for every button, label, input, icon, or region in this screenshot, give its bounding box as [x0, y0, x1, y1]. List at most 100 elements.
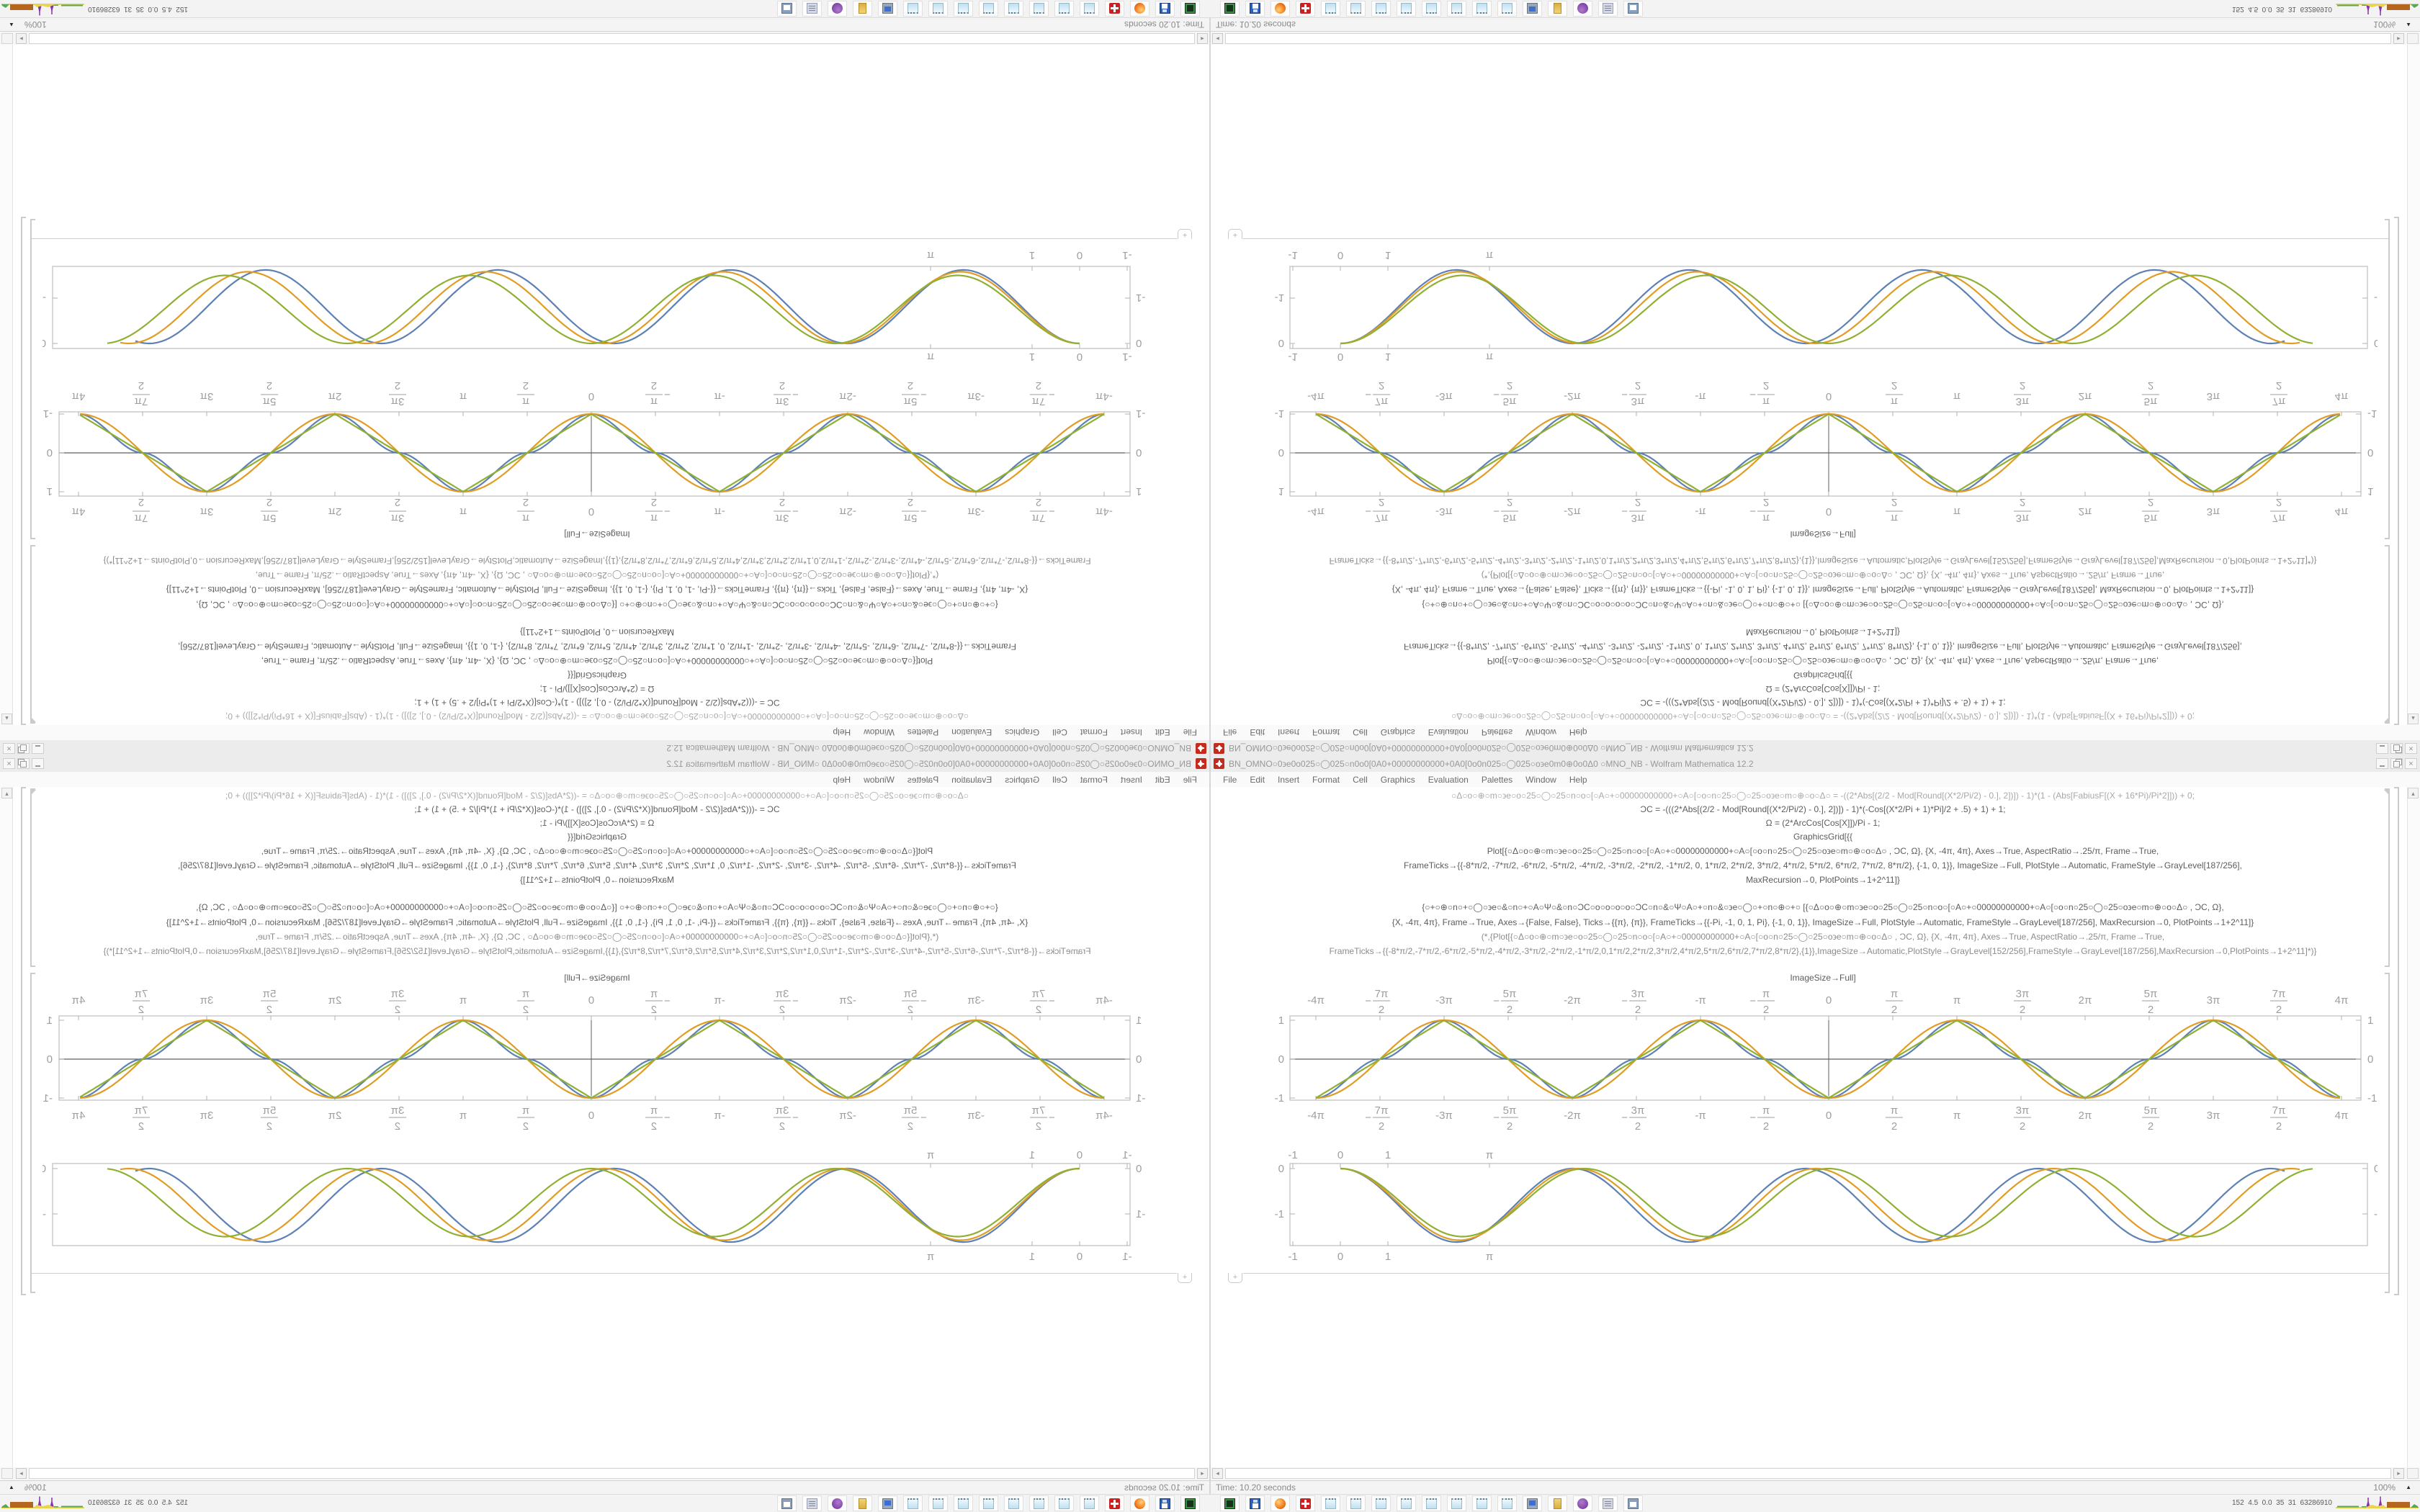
taskbar-note-icon[interactable] [1397, 1495, 1416, 1511]
insert-cell-button[interactable]: + [1178, 229, 1192, 239]
window-titlebar[interactable]: BN_OMNO○0϶e0o025○◯025○n0o0[0A0+000000000… [0, 739, 1209, 756]
horizontal-scrollbar[interactable]: ◂ ▸ [0, 32, 1209, 45]
restore-button[interactable] [17, 758, 30, 769]
cell-bracket-input[interactable] [30, 545, 35, 724]
horizontal-scrollbar[interactable]: ◂ ▸ [1211, 32, 2420, 45]
menu-file[interactable]: File [1183, 727, 1197, 738]
cell-bracket-group[interactable] [21, 787, 26, 1295]
minimize-button[interactable] [2376, 758, 2388, 769]
hscroll-track[interactable] [29, 1468, 1195, 1479]
taskbar-firefox-icon[interactable] [1130, 1495, 1150, 1511]
taskbar-note-icon[interactable] [903, 1495, 923, 1511]
magnification-arrow-icon[interactable]: ▲ [9, 22, 14, 28]
menu-help[interactable]: Help [1569, 774, 1587, 785]
scroll-right-button[interactable]: ▸ [16, 1468, 27, 1479]
scroll-up-button[interactable]: ▴ [2408, 714, 2419, 724]
taskbar-window-frame-icon[interactable] [1623, 1, 1643, 17]
insert-cell-button[interactable]: + [1178, 1273, 1192, 1283]
menu-cell[interactable]: Cell [1353, 774, 1368, 785]
menu-help[interactable]: Help [1569, 727, 1587, 738]
taskbar-note-icon[interactable] [903, 1, 923, 17]
taskbar-note-icon[interactable] [1004, 1495, 1023, 1511]
menu-insert[interactable]: Insert [1120, 774, 1142, 785]
menu-window[interactable]: Window [864, 727, 895, 738]
menu-cell[interactable]: Cell [1052, 774, 1067, 785]
cell-bracket-output[interactable] [30, 973, 35, 1293]
magnification-value[interactable]: 100% [2373, 1482, 2396, 1493]
magnification-arrow-icon[interactable]: ▲ [9, 1484, 14, 1490]
scroll-left-button[interactable]: ◂ [1212, 1468, 1223, 1479]
taskbar-gear-red-icon[interactable] [1296, 1, 1315, 17]
scroll-right-button[interactable]: ▸ [2393, 1468, 2404, 1479]
hscroll-track[interactable] [29, 33, 1195, 44]
cell-bracket-group[interactable] [2394, 787, 2399, 1295]
taskbar-note-icon[interactable] [1472, 1495, 1492, 1511]
magnification-arrow-icon[interactable]: ▲ [2406, 22, 2411, 28]
taskbar-monitor-icon[interactable] [878, 1, 897, 17]
taskbar-note-icon[interactable] [1321, 1495, 1340, 1511]
menu-evaluation[interactable]: Evaluation [951, 727, 992, 738]
menu-evaluation[interactable]: Evaluation [1428, 727, 1469, 738]
taskbar-folder-yellow-icon[interactable] [853, 1, 872, 17]
menu-palettes[interactable]: Palettes [907, 774, 939, 785]
scroll-left-button[interactable]: ◂ [1212, 33, 1223, 44]
scroll-left-button[interactable]: ◂ [1197, 33, 1208, 44]
menu-window[interactable]: Window [1525, 727, 1556, 738]
menu-window[interactable]: Window [1525, 774, 1556, 785]
scroll-right-button[interactable]: ▸ [16, 33, 27, 44]
cell-insertion-line[interactable] [1243, 1273, 2390, 1274]
minimize-button[interactable] [32, 743, 44, 754]
taskbar-window-frame-icon[interactable] [1623, 1495, 1643, 1511]
taskbar-terminal-green-icon[interactable] [1180, 1, 1200, 17]
taskbar-note-icon[interactable] [1371, 1495, 1391, 1511]
magnification-value[interactable]: 100% [24, 19, 47, 30]
taskbar-scroll-doc-icon[interactable] [1598, 1495, 1618, 1511]
cell-bracket-group[interactable] [21, 217, 26, 725]
taskbar-note-icon[interactable] [1397, 1, 1416, 17]
menu-cell[interactable]: Cell [1052, 727, 1067, 738]
taskbar-note-icon[interactable] [1422, 1495, 1441, 1511]
taskbar-note-icon[interactable] [1029, 1, 1049, 17]
menu-format[interactable]: Format [1312, 774, 1340, 785]
menu-window[interactable]: Window [864, 774, 895, 785]
menu-insert[interactable]: Insert [1278, 774, 1300, 785]
menu-evaluation[interactable]: Evaluation [1428, 774, 1469, 785]
taskbar-note-icon[interactable] [954, 1, 973, 17]
close-button[interactable]: × [2405, 743, 2417, 754]
menu-edit[interactable]: Edit [1155, 727, 1170, 738]
taskbar-note-icon[interactable] [1004, 1, 1023, 17]
menu-edit[interactable]: Edit [1155, 774, 1170, 785]
menu-format[interactable]: Format [1312, 727, 1340, 738]
hscroll-track[interactable] [1225, 1468, 2391, 1479]
taskbar-window-frame-icon[interactable] [777, 1495, 797, 1511]
cell-bracket-group[interactable] [2394, 217, 2399, 725]
menu-cell[interactable]: Cell [1353, 727, 1368, 738]
vertical-scrollbar[interactable]: ▴ [0, 45, 13, 725]
taskbar-floppy-64-icon[interactable] [1155, 1495, 1175, 1511]
close-button[interactable]: × [2405, 758, 2417, 769]
magnification-value[interactable]: 100% [24, 1482, 47, 1493]
taskbar-note-icon[interactable] [1080, 1, 1099, 17]
taskbar-folder-yellow-icon[interactable] [1548, 1495, 1567, 1511]
menu-evaluation[interactable]: Evaluation [951, 774, 992, 785]
vertical-scrollbar[interactable]: ▴ [0, 787, 13, 1467]
scroll-up-button[interactable]: ▴ [2408, 788, 2419, 798]
cell-bracket-output[interactable] [30, 219, 35, 539]
taskbar-folder-yellow-icon[interactable] [853, 1495, 872, 1511]
taskbar-purple-ball-icon[interactable] [828, 1495, 847, 1511]
taskbar-gear-red-icon[interactable] [1296, 1495, 1315, 1511]
restore-button[interactable] [17, 743, 30, 754]
taskbar-terminal-green-icon[interactable] [1180, 1495, 1200, 1511]
cell-bracket-output[interactable] [2385, 219, 2390, 539]
taskbar-monitor-icon[interactable] [1523, 1, 1542, 17]
taskbar-floppy-64-icon[interactable] [1155, 1, 1175, 17]
menu-graphics[interactable]: Graphics [1380, 774, 1415, 785]
taskbar-terminal-green-icon[interactable] [1220, 1, 1240, 17]
taskbar-monitor-icon[interactable] [1523, 1495, 1542, 1511]
taskbar-window-frame-icon[interactable] [777, 1, 797, 17]
hscroll-track[interactable] [1225, 33, 2391, 44]
taskbar-note-icon[interactable] [1497, 1, 1517, 17]
taskbar-scroll-doc-icon[interactable] [1598, 1, 1618, 17]
taskbar-firefox-icon[interactable] [1130, 1, 1150, 17]
taskbar-gear-red-icon[interactable] [1105, 1495, 1124, 1511]
